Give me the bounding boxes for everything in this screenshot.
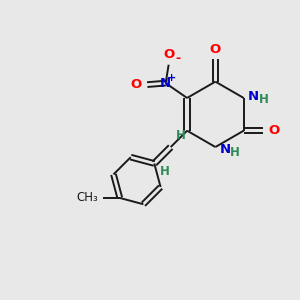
Text: N: N [160,76,171,90]
Text: O: O [163,48,174,61]
Text: -: - [175,52,180,65]
Text: CH₃: CH₃ [76,191,98,204]
Text: N: N [248,90,259,103]
Text: O: O [268,124,280,137]
Text: +: + [167,73,176,83]
Text: N: N [220,143,231,156]
Text: O: O [210,43,221,56]
Text: H: H [230,146,240,159]
Text: H: H [259,93,269,106]
Text: O: O [130,78,142,91]
Text: H: H [160,165,170,178]
Text: H: H [176,129,186,142]
